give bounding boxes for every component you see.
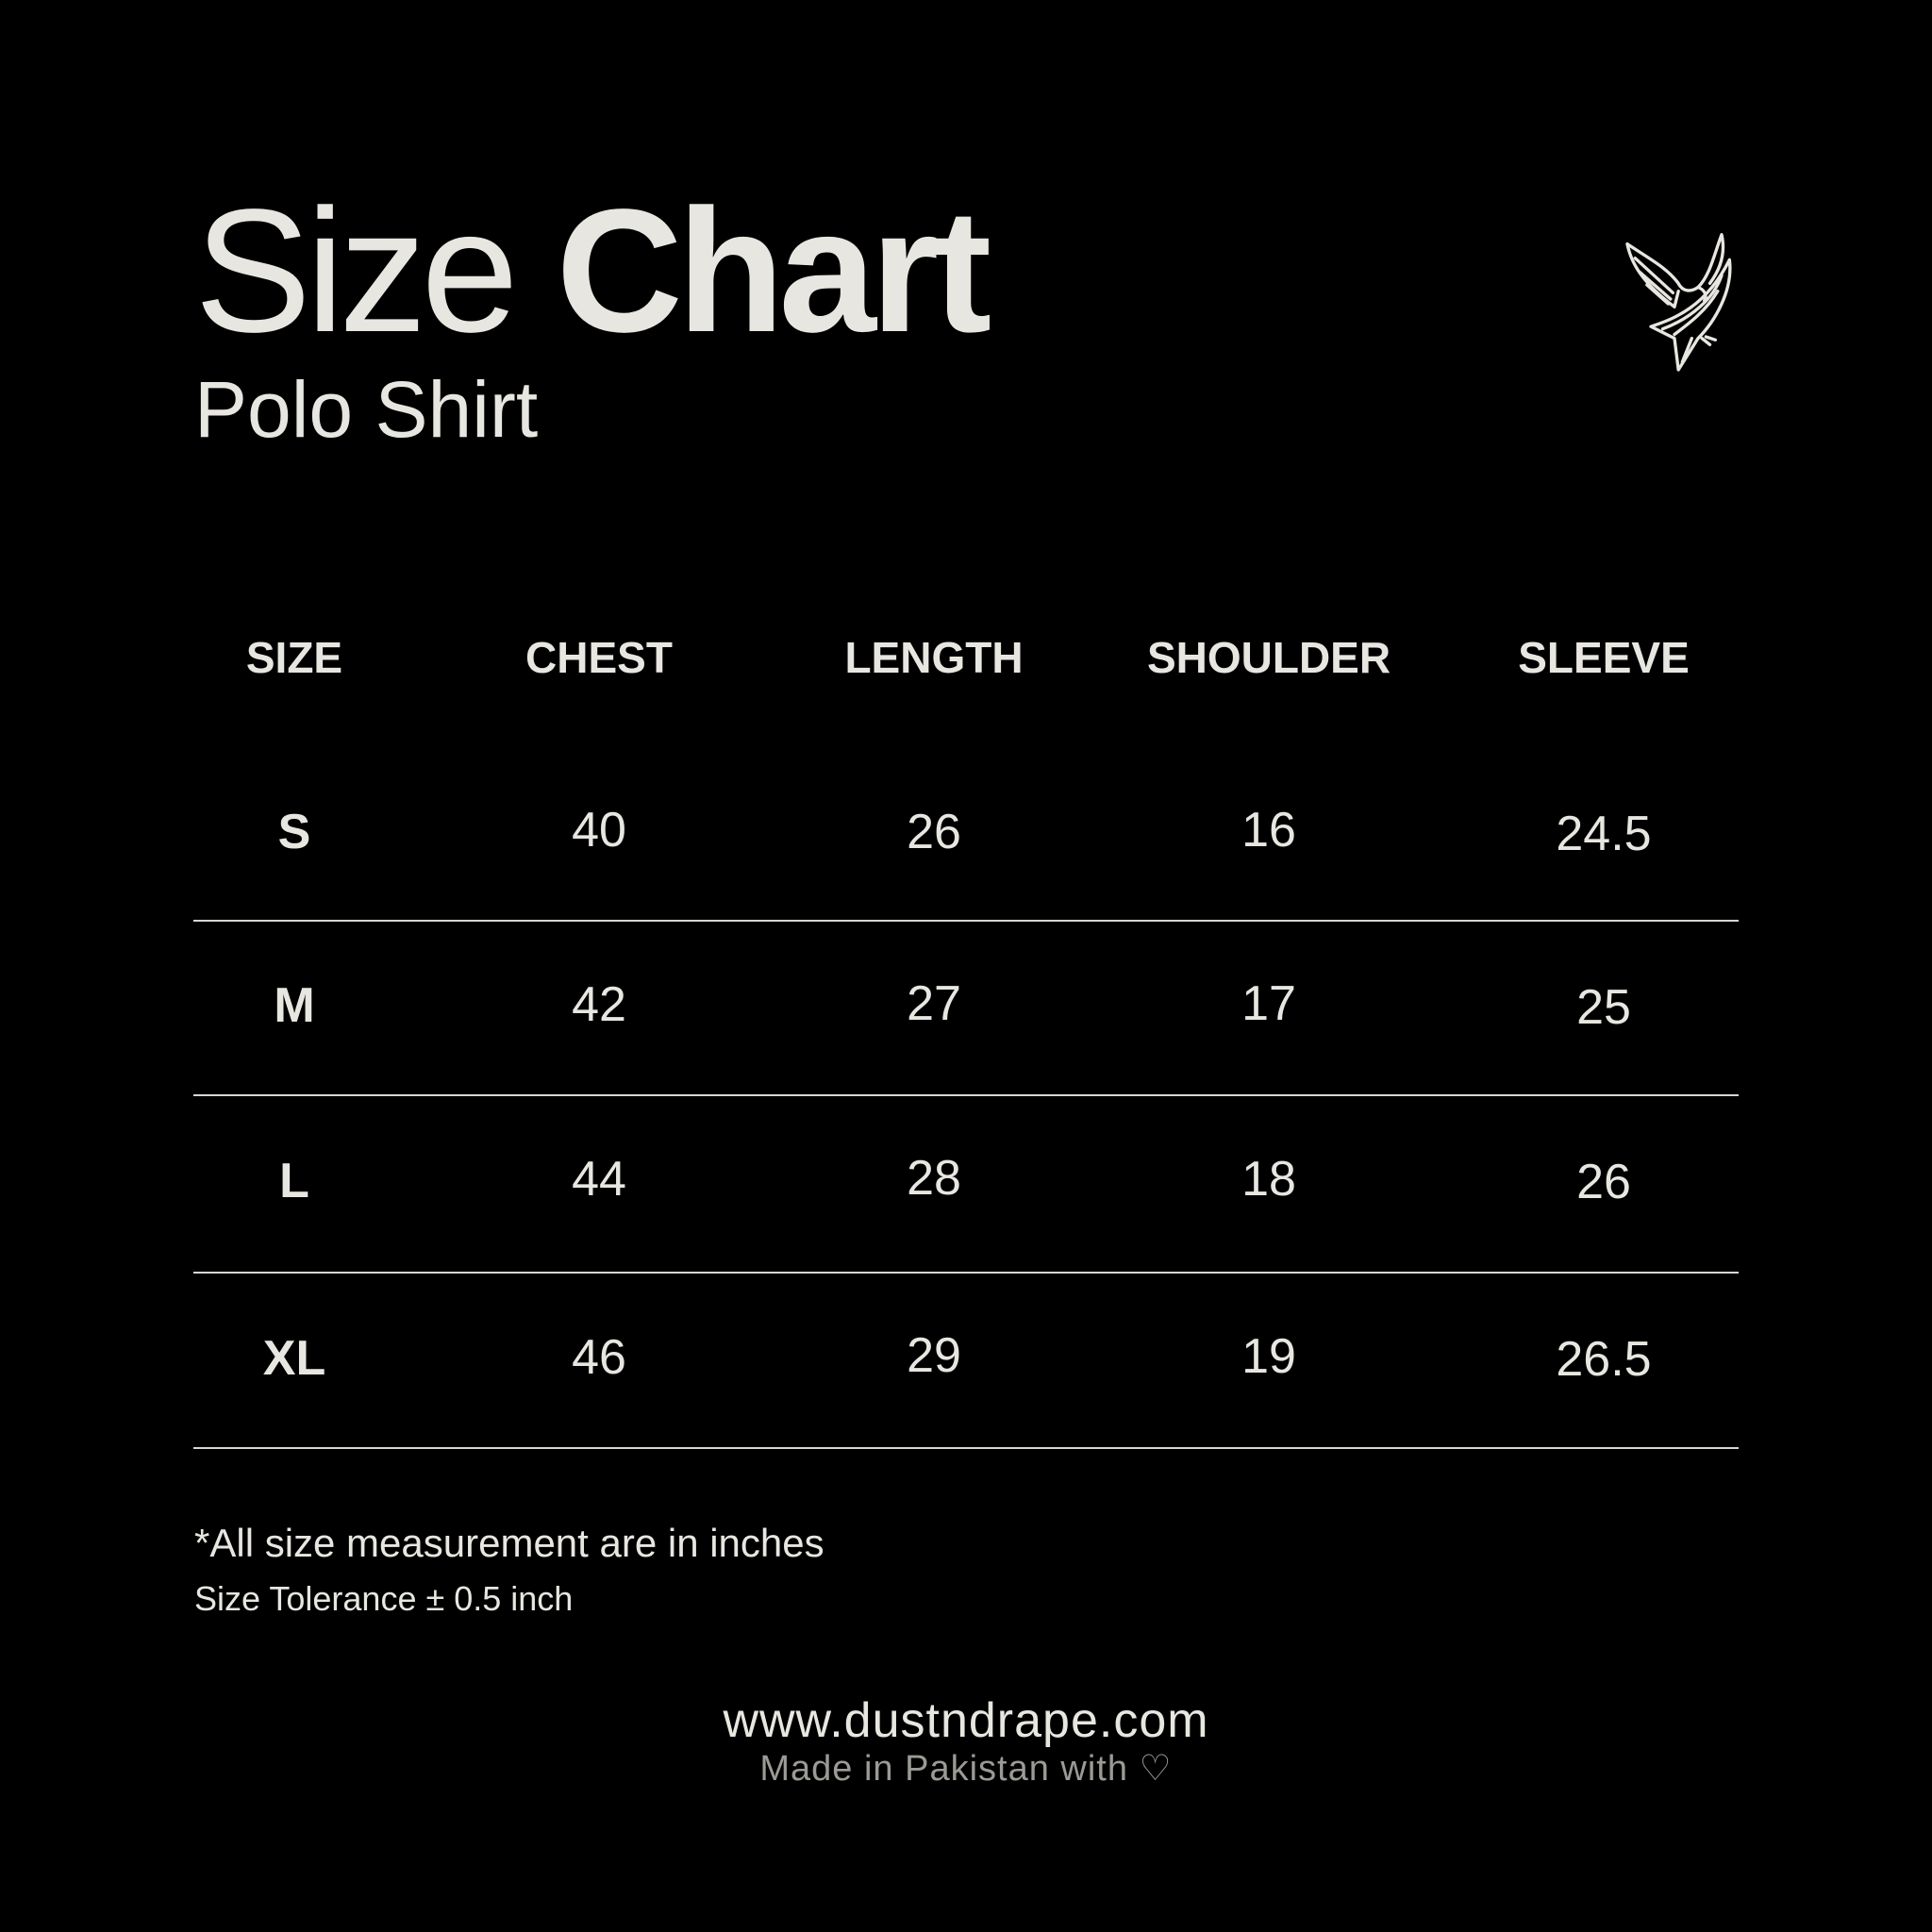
column-header-sleeve: SLEEVE bbox=[1518, 633, 1690, 682]
cell-size: S bbox=[277, 805, 311, 859]
cell-sleeve: 25 bbox=[1576, 980, 1631, 1035]
column-header-chest: CHEST bbox=[525, 633, 673, 682]
units-note: *All size measurement are in inches bbox=[194, 1521, 824, 1565]
cell-sleeve: 24.5 bbox=[1556, 807, 1652, 861]
cell-shoulder: 17 bbox=[1241, 976, 1296, 1031]
cell-length: 26 bbox=[907, 805, 961, 859]
cell-chest: 46 bbox=[572, 1330, 626, 1385]
made-in-text: Made in Pakistan with ♡ bbox=[759, 1749, 1173, 1789]
cell-shoulder: 18 bbox=[1241, 1152, 1296, 1207]
cell-size: XL bbox=[262, 1331, 326, 1386]
product-subtitle: Polo Shirt bbox=[194, 365, 539, 454]
cell-shoulder: 19 bbox=[1241, 1329, 1296, 1384]
tolerance-note: Size Tolerance ± 0.5 inch bbox=[194, 1579, 574, 1618]
cell-chest: 40 bbox=[572, 803, 626, 858]
row-divider bbox=[193, 920, 1739, 922]
column-header-size: SIZE bbox=[245, 633, 343, 682]
cell-length: 27 bbox=[907, 976, 961, 1031]
column-header-length: LENGTH bbox=[844, 633, 1024, 682]
title-light: Size bbox=[194, 174, 519, 369]
cell-sleeve: 26 bbox=[1576, 1155, 1631, 1209]
cell-length: 28 bbox=[907, 1151, 961, 1206]
cell-size: M bbox=[274, 978, 315, 1033]
row-divider bbox=[193, 1447, 1739, 1449]
cell-chest: 44 bbox=[572, 1152, 626, 1207]
website-link[interactable]: www.dustndrape.com bbox=[723, 1693, 1209, 1748]
cell-length: 29 bbox=[907, 1328, 961, 1383]
row-divider bbox=[193, 1272, 1739, 1274]
cell-chest: 42 bbox=[572, 977, 626, 1032]
cell-size: L bbox=[279, 1154, 309, 1208]
column-header-shoulder: SHOULDER bbox=[1146, 633, 1391, 682]
row-divider bbox=[193, 1094, 1739, 1096]
title-bold: Chart bbox=[556, 174, 992, 369]
cell-sleeve: 26.5 bbox=[1556, 1332, 1652, 1387]
cell-shoulder: 16 bbox=[1241, 803, 1296, 858]
eagle-logo-icon bbox=[1625, 233, 1732, 372]
page-title: Size Chart bbox=[194, 184, 991, 359]
